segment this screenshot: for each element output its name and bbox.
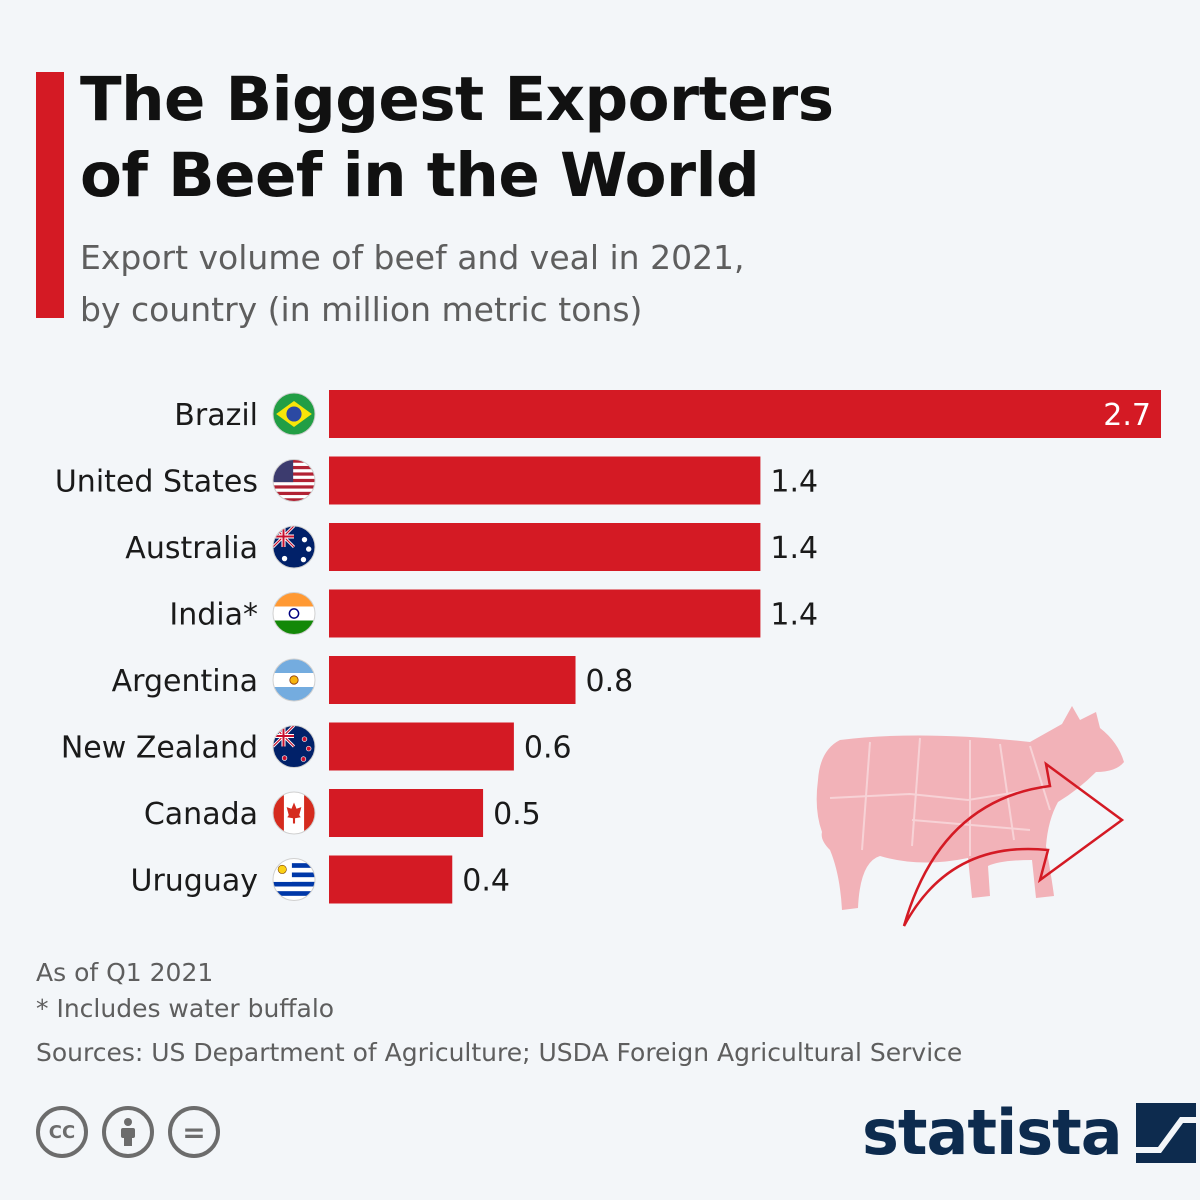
uruguay-flag-icon — [272, 858, 316, 901]
brand-name: statista — [862, 1096, 1123, 1169]
no-derivatives-icon[interactable]: = — [168, 1106, 220, 1158]
license-icons: CC = — [36, 1106, 220, 1158]
category-label: New Zealand — [61, 731, 258, 766]
statista-logo[interactable]: statista — [862, 1098, 1196, 1168]
as-of-note: As of Q1 2021 — [36, 958, 214, 987]
bar — [329, 456, 761, 505]
category-label: Argentina — [112, 664, 258, 699]
value-label: 0.8 — [586, 664, 634, 699]
canada-flag-icon — [272, 791, 316, 835]
cc-icon[interactable]: CC — [36, 1106, 88, 1158]
bar — [329, 789, 484, 837]
bar — [329, 523, 761, 571]
usa-flag-icon — [272, 459, 316, 502]
footnotes: As of Q1 2021 * Includes water buffalo S… — [36, 955, 1136, 1071]
category-label: India* — [169, 598, 258, 633]
bar — [329, 855, 453, 904]
chart-subtitle: Export volume of beef and veal in 2021, … — [80, 238, 745, 329]
category-label: Australia — [125, 531, 258, 566]
water-buffalo-note: * Includes water buffalo — [36, 994, 335, 1023]
value-label: 1.4 — [770, 531, 818, 566]
bar — [329, 722, 514, 771]
value-label: 1.4 — [770, 465, 818, 500]
value-label: 0.6 — [524, 731, 572, 766]
sources-note: Sources: US Department of Agriculture; U… — [36, 1038, 963, 1067]
value-label: 1.4 — [770, 598, 818, 633]
cow-arrow-illustration — [816, 706, 1125, 927]
category-label: Uruguay — [131, 864, 259, 899]
attribution-icon[interactable] — [102, 1106, 154, 1158]
value-label: 2.7 — [1103, 398, 1151, 433]
bar — [329, 589, 761, 638]
bar — [329, 390, 1161, 438]
bar-chart: Brazil 2.7 United States 1.4 Australia 1.4 Ind… — [55, 390, 1161, 904]
cow-icon — [816, 706, 1124, 910]
brazil-flag-icon — [272, 392, 316, 436]
value-label: 0.4 — [462, 864, 510, 899]
export-arrow-icon — [902, 761, 1125, 927]
australia-flag-icon — [272, 525, 316, 569]
category-label: Brazil — [174, 398, 258, 433]
chart-title: The Biggest Exporters of Beef in the Wor… — [80, 64, 834, 211]
bar — [329, 656, 576, 704]
category-label: United States — [55, 465, 258, 500]
statista-logo-icon — [1135, 1103, 1196, 1163]
india-flag-icon — [272, 592, 316, 635]
value-label: 0.5 — [493, 797, 541, 832]
title-accent-bar — [36, 72, 64, 318]
argentina-flag-icon — [272, 658, 316, 702]
new-zealand-flag-icon — [272, 725, 316, 768]
category-label: Canada — [144, 797, 258, 832]
